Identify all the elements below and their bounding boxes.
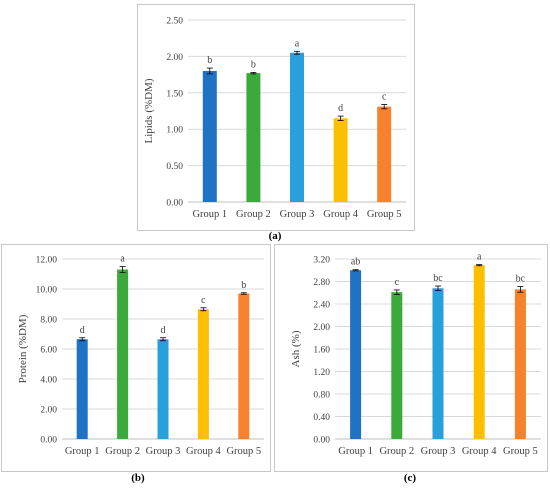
y-axis-label: Ash (%) <box>290 330 302 367</box>
y-tick-label: 2.00 <box>313 323 330 333</box>
significance-letter: d <box>338 103 343 114</box>
bar <box>290 52 304 203</box>
significance-letter: c <box>395 277 400 288</box>
y-tick-label: 0.00 <box>313 436 330 446</box>
significance-letter: c <box>382 91 387 102</box>
chart-panel-b: 0.00 2.00 4.00 6.00 8.00 10.00 12.00 Protein (%… <box>1 244 271 472</box>
y-tick-label: 2.80 <box>313 278 330 288</box>
bar <box>473 265 485 439</box>
y-tick-label: 1.20 <box>313 368 330 378</box>
y-tick-label: 1.50 <box>166 89 183 99</box>
chart-panel-c: 0.00 0.40 0.80 1.20 1.60 2.00 2.40 2.80 3.20 Ash … <box>274 244 548 472</box>
x-tick-label: Group 5 <box>226 446 261 457</box>
bar <box>377 106 392 202</box>
x-tick-label: Group 3 <box>146 446 181 457</box>
bar <box>238 293 250 439</box>
significance-letter: a <box>120 254 125 265</box>
x-tick-label: Group 5 <box>367 209 402 220</box>
x-tick-label: Group 1 <box>192 209 227 220</box>
y-tick-label: 0.00 <box>166 199 183 209</box>
significance-letter: a <box>295 38 300 49</box>
bar <box>117 269 129 439</box>
y-tick-label: 3.20 <box>313 256 330 266</box>
x-tick-label: Group 3 <box>421 446 456 457</box>
bar <box>333 118 348 202</box>
bar <box>197 309 209 439</box>
x-tick-label: Group 2 <box>379 446 414 457</box>
y-tick-label: 1.00 <box>166 126 183 136</box>
bar <box>350 270 362 439</box>
significance-letter: d <box>80 325 85 336</box>
significance-letter: bc <box>433 273 443 284</box>
y-axis-label: Lipids (%DM) <box>143 78 155 143</box>
y-tick-label: 2.40 <box>313 301 330 311</box>
bar <box>432 288 444 439</box>
y-tick-label: 0.40 <box>313 413 330 423</box>
significance-letter: b <box>251 59 256 70</box>
x-tick-label: Group 5 <box>503 446 538 457</box>
significance-letter: b <box>241 280 246 291</box>
y-tick-label: 0.50 <box>166 162 183 172</box>
chart-caption-a: (a) <box>268 230 282 242</box>
y-tick-label: 2.00 <box>166 53 183 63</box>
y-tick-label: 10.00 <box>36 286 58 296</box>
x-tick-label: Group 4 <box>186 446 221 457</box>
significance-letter: c <box>201 295 206 306</box>
x-tick-label: Group 3 <box>280 209 315 220</box>
y-tick-label: 1.60 <box>313 346 330 356</box>
y-tick-label: 0.80 <box>313 391 330 401</box>
bar <box>514 289 526 439</box>
y-tick-label: 12.00 <box>36 256 58 266</box>
y-axis-label: Protein (%DM) <box>17 314 29 383</box>
bar <box>246 73 261 202</box>
bar <box>202 70 217 203</box>
x-tick-label: Group 2 <box>236 209 271 220</box>
y-tick-label: 8.00 <box>40 316 57 326</box>
x-tick-label: Group 1 <box>65 446 100 457</box>
bar <box>76 339 88 439</box>
chart-caption-c: (c) <box>403 472 417 484</box>
chart-caption-b: (b) <box>131 472 145 484</box>
x-tick-label: Group 4 <box>323 209 358 220</box>
x-tick-label: Group 1 <box>338 446 373 457</box>
bar <box>157 339 169 439</box>
significance-letter: d <box>161 325 166 336</box>
y-tick-label: 4.00 <box>40 376 57 386</box>
bar <box>391 292 403 439</box>
significance-letter: b <box>207 55 212 66</box>
x-tick-label: Group 4 <box>462 446 497 457</box>
y-tick-label: 2.50 <box>166 17 183 27</box>
chart-c: 0.00 0.40 0.80 1.20 1.60 2.00 2.40 2.80 3.20 Ash … <box>290 252 541 457</box>
significance-letter: bc <box>516 274 526 285</box>
chart-b: 0.00 2.00 4.00 6.00 8.00 10.00 12.00 Protein (%… <box>17 254 264 457</box>
y-tick-label: 0.00 <box>40 436 57 446</box>
x-tick-label: Group 2 <box>105 446 140 457</box>
y-tick-label: 2.00 <box>40 406 57 416</box>
chart-a: 0.00 0.50 1.00 1.50 2.00 2.50 Lipids (%DM) b Gro… <box>143 17 406 220</box>
chart-panel-a: 0.00 0.50 1.00 1.50 2.00 2.50 Lipids (%DM) b Gro… <box>137 4 415 231</box>
y-tick-label: 6.00 <box>40 346 57 356</box>
significance-letter: a <box>477 252 482 263</box>
significance-letter: ab <box>351 257 360 268</box>
